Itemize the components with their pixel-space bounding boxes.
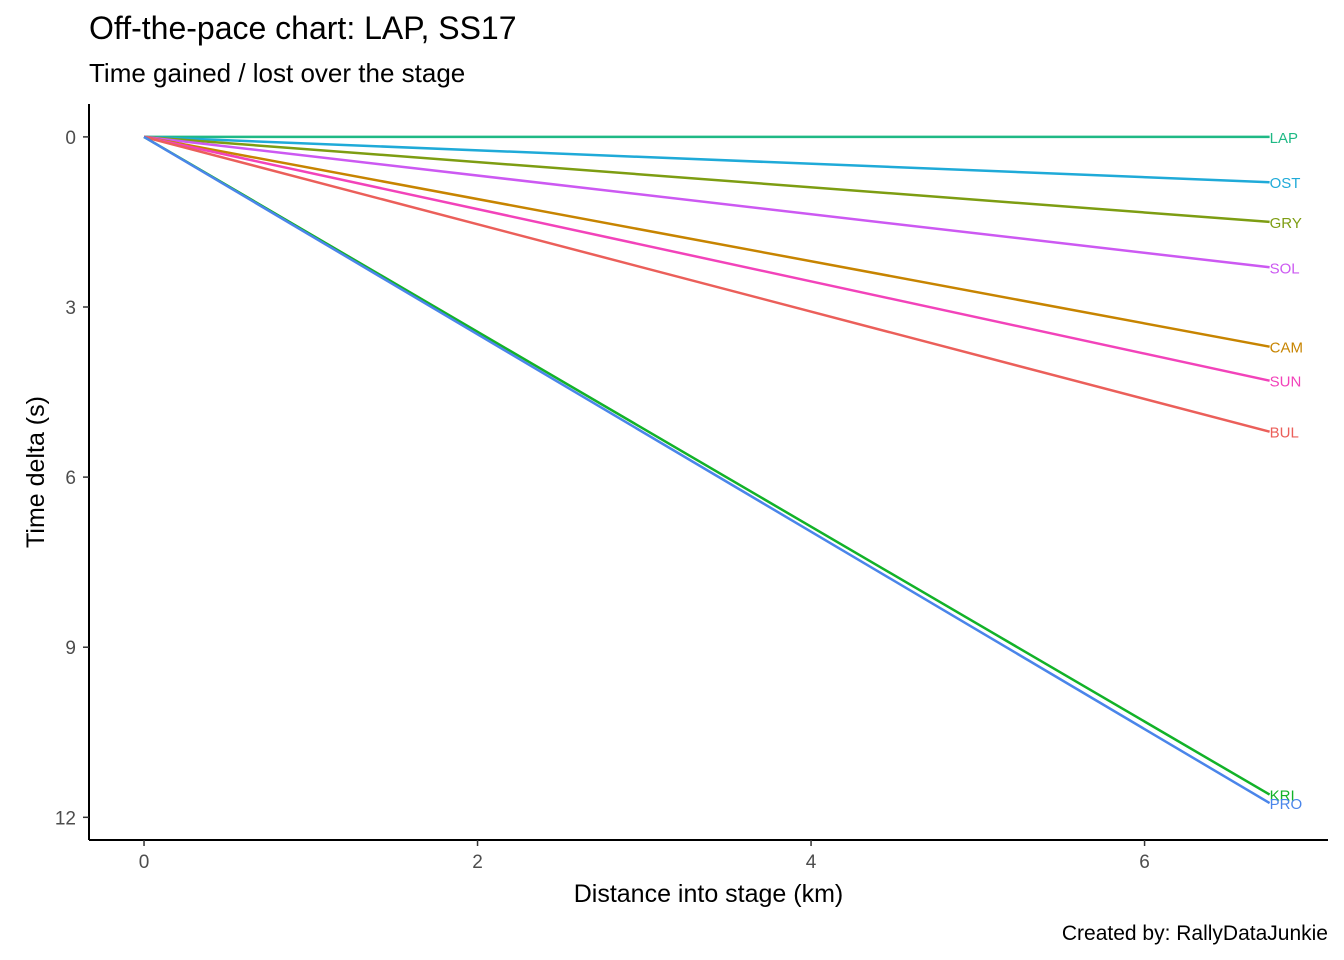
y-tick-label: 12 (55, 808, 76, 829)
series-label-sun: SUN (1270, 374, 1302, 391)
series-lines (143, 135, 1271, 805)
chart-caption: Created by: RallyDataJunkie (1061, 922, 1328, 945)
series-label-lap: LAP (1270, 130, 1298, 147)
series-label-cam: CAM (1270, 340, 1303, 357)
y-tick-label: 0 (65, 128, 76, 149)
series-label-ost: OST (1270, 175, 1301, 192)
series-label-bul: BUL (1270, 425, 1299, 442)
x-tick-label: 0 (139, 852, 150, 873)
y-axis-title: Time delta (s) (22, 396, 50, 548)
x-tick-label: 2 (472, 852, 483, 873)
x-axis-title: Distance into stage (km) (574, 880, 844, 908)
x-tick-label: 6 (1139, 852, 1150, 873)
series-line-gry (143, 135, 1270, 224)
x-tick-label: 4 (806, 852, 817, 873)
chart-subtitle: Time gained / lost over the stage (89, 58, 466, 88)
series-line-sun (143, 135, 1270, 382)
series-label-sol: SOL (1270, 260, 1300, 277)
series-label-gry: GRY (1270, 215, 1302, 232)
series-line-bul (143, 135, 1270, 433)
y-tick-label: 3 (65, 298, 76, 319)
series-line-cam (143, 135, 1270, 348)
series-label-pro: PRO (1270, 796, 1303, 813)
series-label-kri: KRI (1270, 788, 1295, 805)
series-line-sol (143, 135, 1270, 269)
y-tick-label: 9 (65, 638, 76, 659)
series-line-pro (143, 135, 1271, 805)
series-line-ost (143, 135, 1270, 184)
chart-title: Off-the-pace chart: LAP, SS17 (89, 10, 517, 46)
y-axis-ticks: 0 3 6 9 12 (55, 128, 89, 829)
x-axis-ticks: 0 2 4 6 (139, 840, 1150, 873)
y-tick-label: 6 (65, 468, 76, 489)
